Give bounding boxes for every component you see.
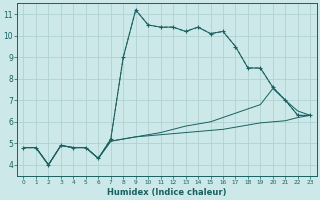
X-axis label: Humidex (Indice chaleur): Humidex (Indice chaleur) — [107, 188, 227, 197]
